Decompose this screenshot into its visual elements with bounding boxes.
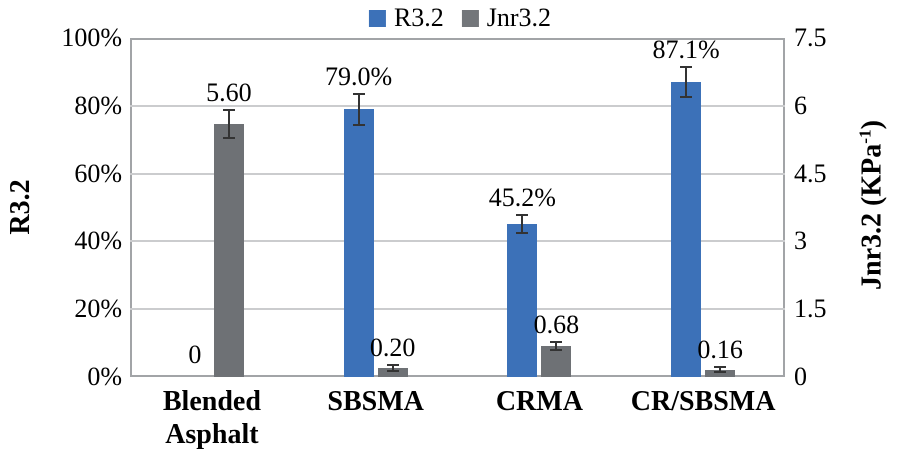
- bar-jnr3.2-2: [377, 367, 408, 377]
- right-axis-tick: 0: [794, 362, 807, 391]
- error-bar-cap: [516, 213, 529, 216]
- error-bar: [357, 93, 360, 125]
- error-bar: [555, 342, 558, 351]
- bar-value-label: 5.60: [206, 77, 252, 107]
- legend-item-r32: R3.2: [368, 3, 444, 33]
- legend-swatch-jnr32-icon: [461, 9, 479, 27]
- left-axis-tick: 80%: [74, 90, 122, 120]
- error-bar: [719, 367, 722, 373]
- right-axis-tick: 1.5: [794, 294, 827, 324]
- error-bar-cap: [714, 371, 727, 374]
- bar-value-label: 45.2%: [488, 182, 556, 212]
- error-bar: [391, 365, 394, 371]
- error-bar-cap: [386, 364, 399, 367]
- left-axis-tick: 20%: [74, 294, 122, 324]
- bar-jnr3.2-3: [541, 346, 572, 377]
- legend: R3.2 Jnr3.2: [368, 3, 552, 33]
- x-axis-category-label: Blended Asphalt: [162, 386, 261, 450]
- error-bar: [521, 214, 524, 233]
- right-axis-title-sup: -1: [855, 129, 875, 144]
- x-axis-category-label: CR/SBSMA: [630, 386, 776, 417]
- error-bar-cap: [550, 341, 563, 344]
- x-axis-category-label: SBSMA: [327, 386, 424, 417]
- error-bar: [227, 109, 230, 138]
- bar-jnr3.2-1: [213, 123, 244, 377]
- gridline: [130, 240, 785, 243]
- error-bar-cap: [222, 136, 235, 139]
- gridline: [130, 104, 785, 107]
- gridline: [130, 308, 785, 311]
- legend-label-jnr32: Jnr3.2: [486, 3, 552, 32]
- left-axis-tick: 0%: [87, 362, 122, 391]
- bar-value-label: 0.16: [697, 335, 743, 365]
- bar-value-label: 0: [188, 340, 202, 369]
- bar-value-label: 0.20: [369, 333, 416, 363]
- error-bar: [685, 66, 688, 97]
- error-bar-cap: [386, 369, 399, 372]
- error-bar-cap: [680, 95, 693, 98]
- error-bar-cap: [680, 65, 693, 68]
- bar-value-label: 79.0%: [325, 61, 393, 91]
- gridline: [130, 172, 785, 175]
- legend-item-jnr32: Jnr3.2: [461, 3, 552, 33]
- error-bar-cap: [714, 366, 727, 369]
- left-axis-tick: 100%: [61, 23, 122, 52]
- left-axis-tick: 40%: [74, 226, 122, 256]
- error-bar-cap: [352, 92, 365, 95]
- right-axis-tick: 7.5: [794, 23, 827, 52]
- bar-r3.2-3: [507, 223, 538, 377]
- bar-value-label: 87.1%: [652, 34, 720, 64]
- right-axis-tick: 3: [794, 226, 807, 256]
- error-bar-cap: [550, 349, 563, 352]
- bar-r3.2-4: [671, 81, 702, 377]
- legend-swatch-r32-icon: [368, 9, 386, 27]
- bar-r3.2-2: [343, 109, 374, 377]
- plot-area: 0 5.60 79.0% 0.20 45.2% 0.68 87.1% 0.16: [130, 34, 785, 377]
- bar-value-label: 0.68: [533, 310, 580, 340]
- left-axis-tick: 60%: [74, 158, 122, 188]
- right-axis-tick: 6: [794, 90, 807, 120]
- error-bar-cap: [222, 108, 235, 111]
- right-axis-tick: 4.5: [794, 158, 827, 188]
- error-bar-cap: [516, 231, 529, 234]
- legend-label-r32: R3.2: [393, 3, 444, 32]
- error-bar-cap: [352, 123, 365, 126]
- right-axis-title: Jnr3.2 (KPa-1): [855, 120, 888, 290]
- right-axis-title-end: ): [856, 119, 888, 130]
- x-axis-category-label: CRMA: [495, 386, 583, 417]
